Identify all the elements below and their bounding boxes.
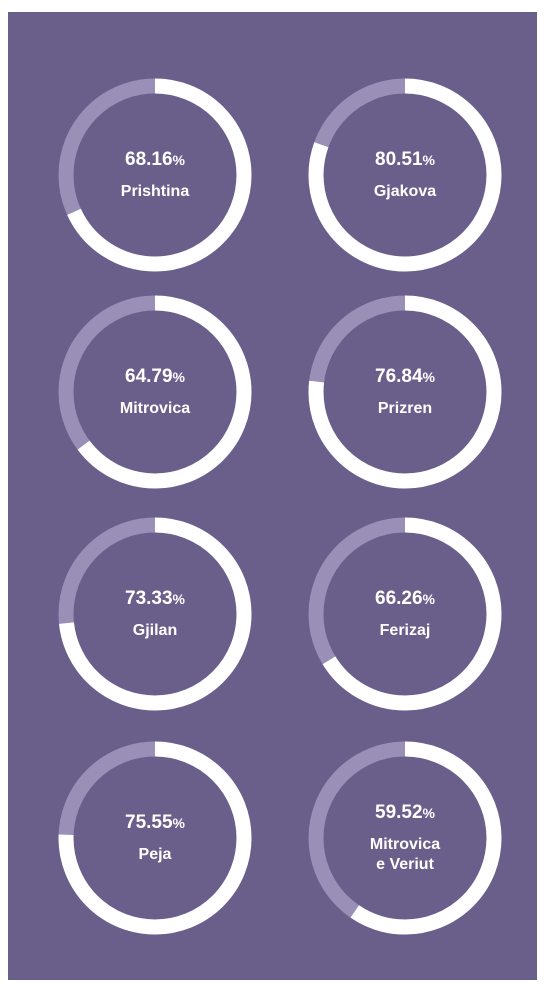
value-number: 59.52 [375, 802, 423, 823]
value-unit: % [422, 369, 435, 385]
value-label: 80.51% [375, 148, 435, 172]
donut-arc [58, 741, 252, 935]
value-unit: % [172, 591, 185, 607]
donut-label: 66.26% Ferizaj [360, 554, 450, 674]
value-label: 76.84% [375, 365, 435, 389]
donut-arc [308, 517, 502, 711]
chart [58, 78, 502, 935]
value-label: 66.26% [375, 587, 435, 611]
donut-label: 73.33% Gjilan [110, 554, 200, 674]
category-text: Mitrovica e Veriut [369, 836, 441, 873]
category-text: Gjilan [132, 622, 178, 639]
donut-label: 59.52% Mitrovica e Veriut [360, 778, 450, 898]
category-text: Ferizaj [379, 622, 431, 639]
category-text: Gjakova [373, 183, 437, 200]
donut-label: 64.79% Mitrovica [110, 332, 200, 452]
value-number: 75.55 [125, 812, 173, 833]
donut-label: 68.16% Prishtina [110, 115, 200, 235]
value-label: 68.16% [125, 148, 185, 172]
category-text: Peja [138, 846, 172, 863]
value-unit: % [172, 152, 185, 168]
value-unit: % [172, 815, 185, 831]
donut-label: 75.55% Peja [110, 778, 200, 898]
value-label: 75.55% [125, 811, 185, 835]
category-label: Mitrovica [115, 399, 195, 419]
category-label: Peja [115, 845, 195, 865]
value-label: 64.79% [125, 365, 185, 389]
value-number: 68.16 [125, 149, 173, 170]
donut-arc [308, 295, 502, 489]
category-label: Prizren [365, 399, 445, 419]
value-label: 73.33% [125, 587, 185, 611]
category-label: Gjilan [115, 621, 195, 641]
value-number: 66.26 [375, 588, 423, 609]
donut-arc [308, 78, 502, 272]
donut-label: 76.84% Prizren [360, 332, 450, 452]
category-label: Gjakova [365, 182, 445, 202]
value-unit: % [422, 805, 435, 821]
category-label: Mitrovica e Veriut [365, 835, 445, 875]
value-unit: % [422, 152, 435, 168]
category-text: Mitrovica [119, 400, 191, 417]
donut-arc [58, 517, 252, 711]
value-number: 73.33 [125, 588, 173, 609]
value-number: 76.84 [375, 366, 423, 387]
category-label: Ferizaj [365, 621, 445, 641]
donut-arc [58, 78, 252, 272]
donut-arc [58, 295, 252, 489]
panel: 68.16% Prishtina 80.51% Gjakova 64.79% Mitrov… [8, 12, 537, 980]
category-text: Prizren [377, 400, 433, 417]
value-unit: % [422, 591, 435, 607]
category-label: Prishtina [115, 182, 195, 202]
value-number: 64.79 [125, 366, 173, 387]
donut-label: 80.51% Gjakova [360, 115, 450, 235]
value-number: 80.51 [375, 149, 423, 170]
value-unit: % [172, 369, 185, 385]
category-text: Prishtina [120, 183, 190, 200]
value-label: 59.52% [375, 801, 435, 825]
donut-arc [308, 741, 502, 935]
